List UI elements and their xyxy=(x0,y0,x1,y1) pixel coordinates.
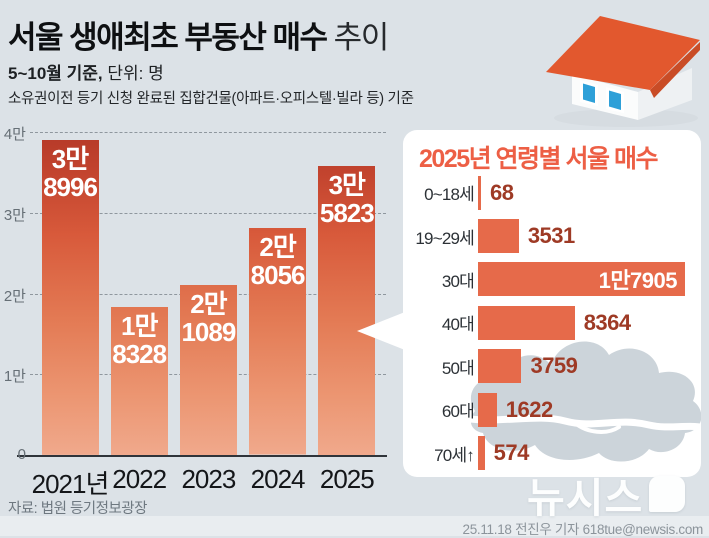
newsis-logo-mark-icon xyxy=(649,476,686,512)
age-row: 70세↑ 574 xyxy=(403,431,701,474)
y-axis-label: 2만 xyxy=(3,287,26,305)
age-bar: 1만7905 xyxy=(478,262,685,297)
age-row-label: 40대 xyxy=(441,315,475,335)
year-bar-value-label: 3만 5823 xyxy=(319,169,375,228)
age-bar-value: 3759 xyxy=(530,353,578,379)
page-title: 서울 생애최초 부동산 매수 추이 xyxy=(8,12,390,57)
house-icon xyxy=(546,16,700,127)
page-title-light: 추이 xyxy=(326,20,390,55)
age-bar-value: 8364 xyxy=(583,309,631,335)
bottom-strip xyxy=(0,516,709,536)
year-bar-value-label: 2만 1089 xyxy=(181,288,236,347)
yearly-purchases-chart: 4만 3만 2만 1만 0 3만 8996 2021년 1만 8328 2022 2만 1089 2023… xyxy=(4,126,387,499)
age-bar-value: 1만7905 xyxy=(598,268,678,294)
age-bar xyxy=(478,305,575,340)
age-bar xyxy=(478,436,485,471)
x-axis-label: 2025 xyxy=(319,464,375,494)
age-bar-value: 1622 xyxy=(505,396,553,422)
x-axis-label: 2023 xyxy=(181,464,236,494)
age-bar xyxy=(478,392,497,427)
y-axis-label: 0 xyxy=(17,446,26,463)
age-bar-value: 574 xyxy=(493,440,530,466)
panel-pointer-arrow xyxy=(357,312,405,350)
gridline xyxy=(30,132,386,133)
age-row-label: 0~18세 xyxy=(424,185,475,205)
age-bar xyxy=(478,219,519,254)
age-rows: 0~18세 68 19~29세 3531 30대 1만7905 40대 8364 50대 3759… xyxy=(403,171,701,475)
newsis-logo-text: 뉴시스 xyxy=(527,475,644,521)
age-row: 0~18세 68 xyxy=(403,171,701,214)
year-bar-value-label: 1만 8328 xyxy=(112,311,167,370)
x-axis-line xyxy=(17,454,387,457)
age-row-label: 50대 xyxy=(441,358,475,378)
age-row-label: 70세↑ xyxy=(434,445,475,465)
age-row-label: 19~29세 xyxy=(415,228,474,248)
year-bar: 3만 8996 xyxy=(41,140,99,455)
gridline xyxy=(30,212,386,214)
age-row: 19~29세 3531 xyxy=(403,214,701,257)
age-bar-value: 3531 xyxy=(527,223,575,249)
y-axis-label: 4만 xyxy=(3,126,26,143)
age-row-label: 30대 xyxy=(441,271,475,291)
newsis-logo: 뉴시스 xyxy=(527,464,686,524)
y-axis-label: 1만 xyxy=(3,368,26,386)
year-bar-value-label: 2만 8056 xyxy=(250,232,306,291)
age-row: 30대 1만7905 xyxy=(403,258,701,301)
age-breakdown-panel: 2025년 연령별 서울 매수 0~18세 68 19~29세 3531 30대 1만79… xyxy=(403,130,701,477)
page-title-strong: 서울 생애최초 부동산 매수 xyxy=(8,20,328,55)
age-bar xyxy=(478,175,481,210)
x-axis-label: 2024 xyxy=(250,464,306,494)
x-axis-label: 2021년 xyxy=(31,469,110,499)
x-axis-label: 2022 xyxy=(112,464,167,494)
chart-subtitle-period: 5~10월 기준, xyxy=(8,64,103,83)
chart-subtitle-unit: 단위: 명 xyxy=(102,64,164,83)
age-bar-value: 68 xyxy=(490,179,514,205)
byline-credit: 25.11.18 전진우 기자 618tue@newsis.com xyxy=(462,522,703,537)
age-row-label: 60대 xyxy=(441,402,475,422)
year-bar: 3만 5823 xyxy=(318,165,376,455)
year-bar: 2만 1089 xyxy=(179,284,237,455)
year-bar: 1만 8328 xyxy=(110,307,168,455)
age-row: 50대 3759 xyxy=(403,345,701,388)
year-bar: 2만 8056 xyxy=(249,228,307,455)
age-panel-title: 2025년 연령별 서울 매수 xyxy=(419,145,658,173)
age-bar xyxy=(478,349,522,384)
source-note: 자료: 법원 등기정보광장 xyxy=(8,501,148,517)
seoul-map-silhouette xyxy=(457,341,701,462)
chart-note: 소유권이전 등기 신청 완료된 집합건물(아파트·오피스텔·빌라 등) 기준 xyxy=(8,91,414,107)
age-row: 60대 1622 xyxy=(403,388,701,431)
y-axis-label: 3만 xyxy=(3,206,26,224)
chart-subtitle: 5~10월 기준, 단위: 명 xyxy=(8,59,164,84)
year-bar-value-label: 3만 8996 xyxy=(43,144,98,203)
age-row: 40대 8364 xyxy=(403,301,701,344)
